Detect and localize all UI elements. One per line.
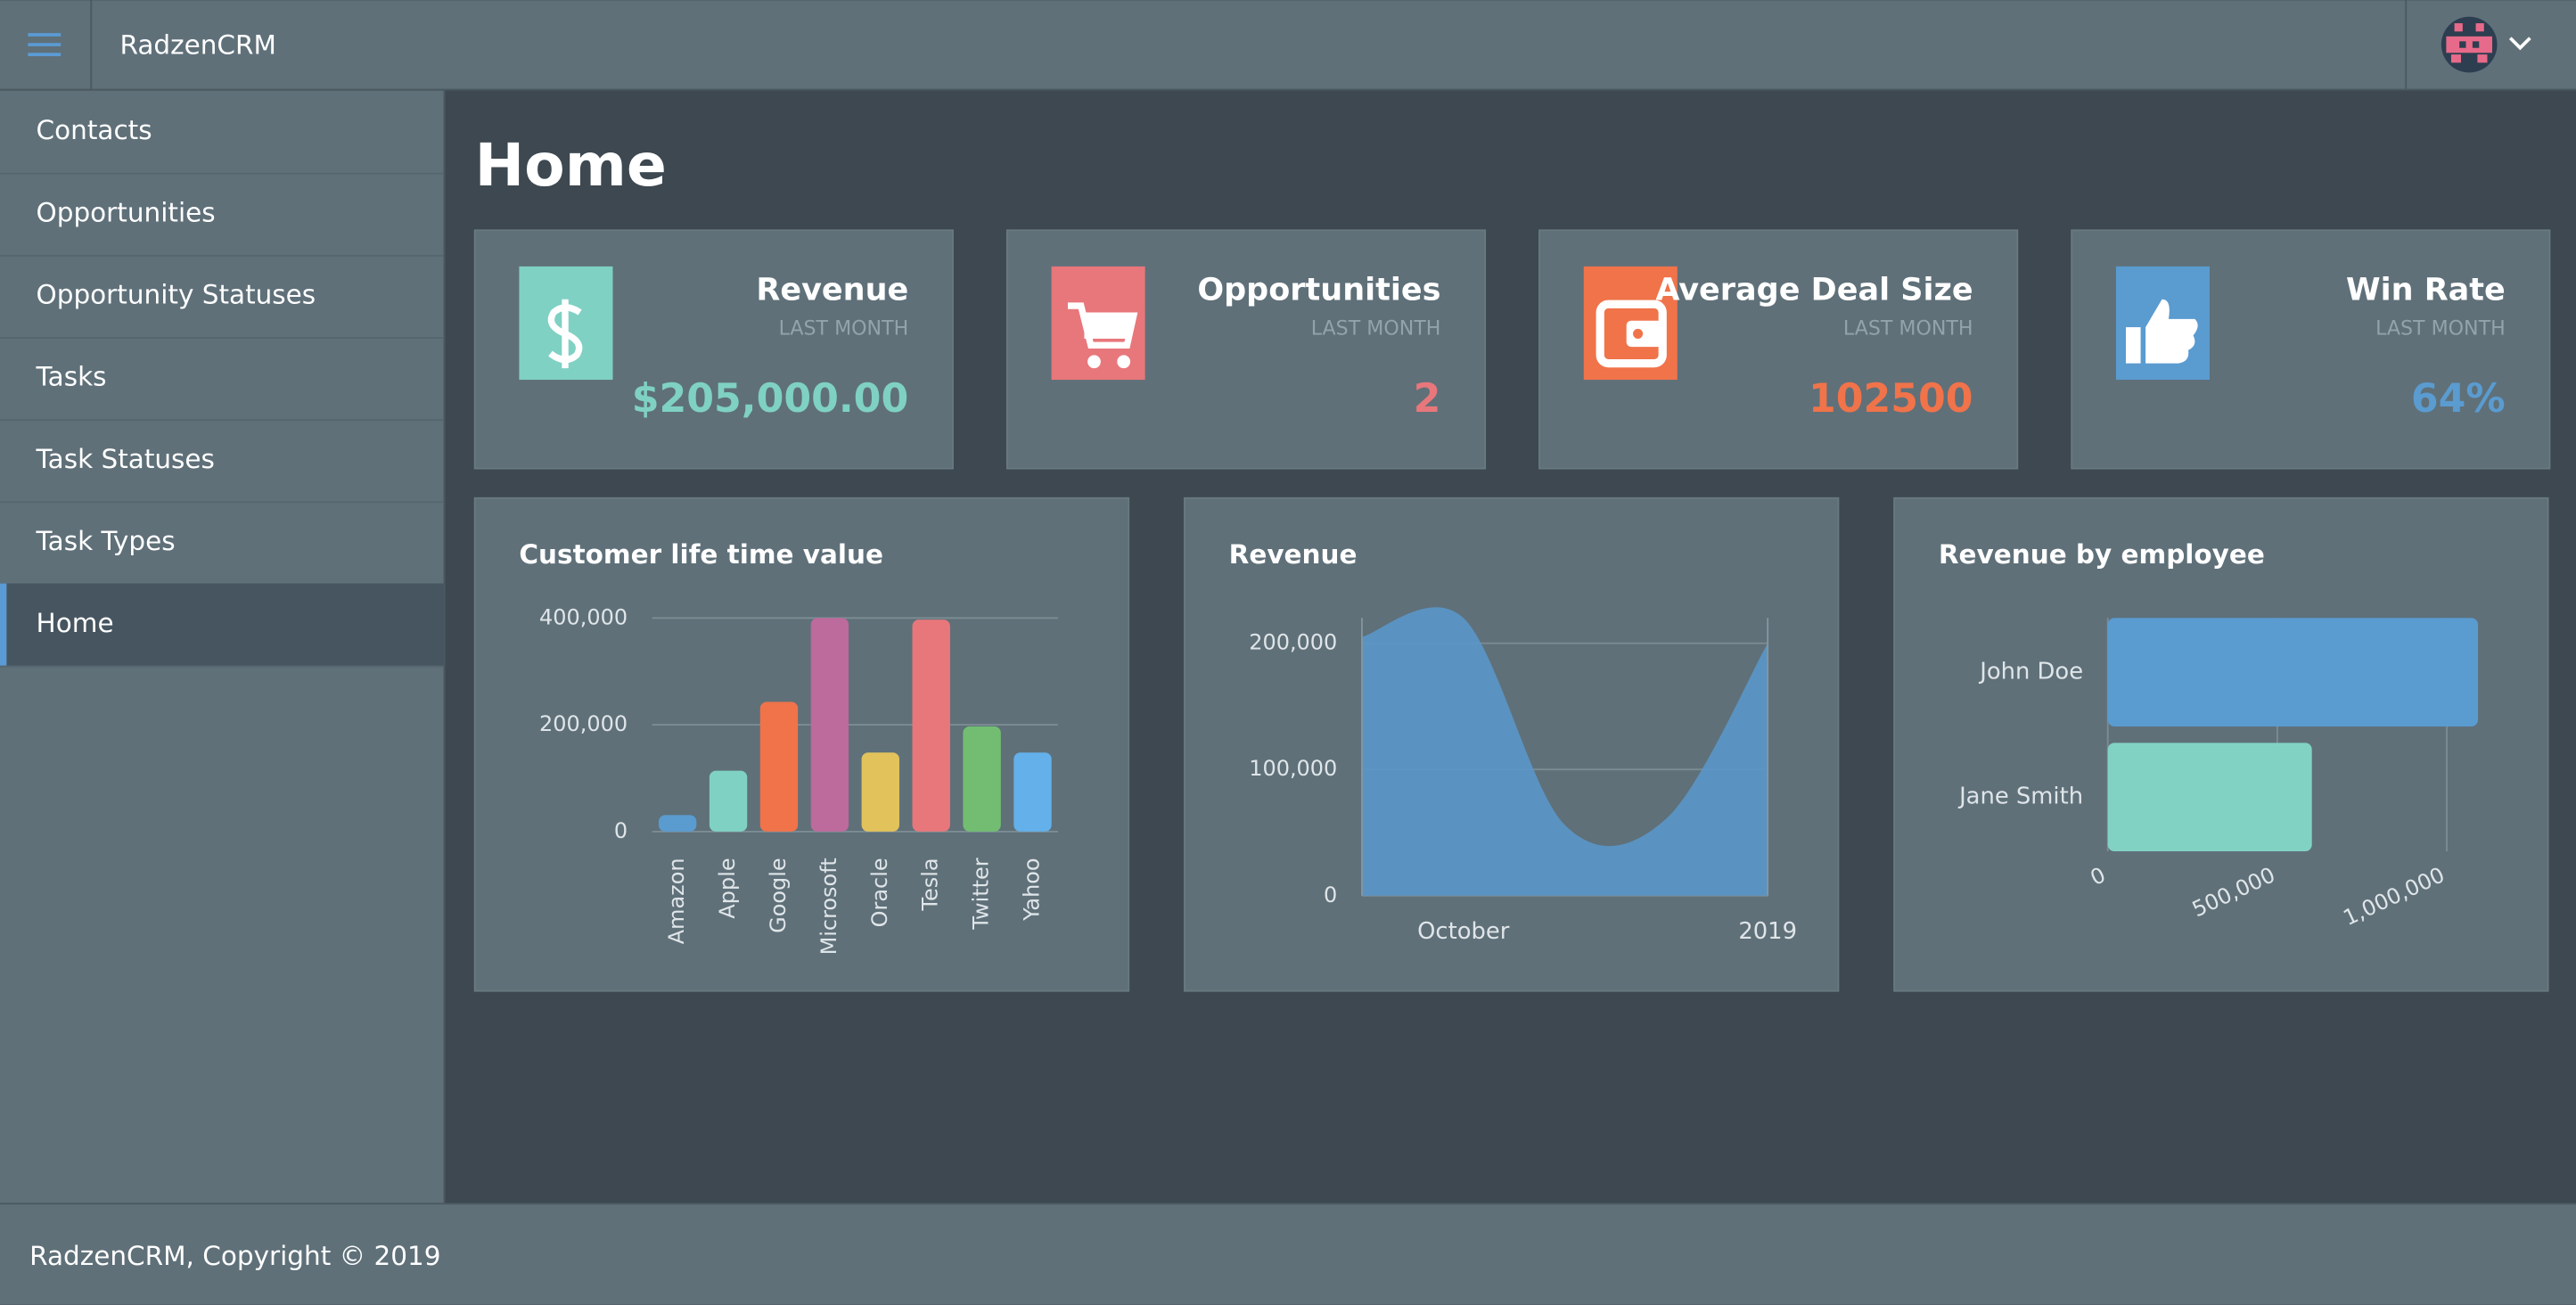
x-tick-label: Tesla [918,858,943,911]
y-tick-label: 0 [1324,882,1337,907]
area [1361,607,1768,896]
y-tick-label: 100,000 [1249,756,1337,781]
cards: Revenue LAST MONTH $205,000.00 Opportunitie… [473,229,2551,470]
bar [759,702,799,832]
icon-wallet [1633,328,1644,339]
bar [963,726,1001,832]
icon-cart [1084,316,1131,339]
bar [658,815,697,832]
icon-thumb [2125,327,2141,364]
x-tick-label: Yahoo [1020,858,1045,922]
card-subtitle: LAST MONTH [779,316,909,340]
menu-toggle[interactable] [28,33,62,56]
card-value: $205,000.00 [632,376,909,422]
nav-item[interactable]: Opportunities [37,197,216,227]
nav-item-active [0,583,444,666]
card-title: Revenue [756,273,908,308]
y-tick-label: 200,000 [1249,630,1337,655]
nav-item[interactable]: Task Statuses [36,444,215,474]
bar [912,620,950,832]
nav-item[interactable]: Contacts [37,115,152,145]
card-subtitle: LAST MONTH [1311,316,1441,340]
card-value: 64% [2411,376,2506,422]
bar [709,770,748,832]
card-title: Average Deal Size [1655,273,1973,308]
icon-dollar [547,299,583,369]
bar [1013,752,1052,832]
nav-item[interactable]: Opportunity Statuses [37,280,316,310]
y-tick-label: 0 [614,818,628,843]
footer-bar [0,1202,2576,1305]
card-subtitle: LAST MONTH [1843,316,1973,340]
y-tick-label: 400,000 [539,604,628,629]
icon-cart [1117,355,1131,369]
x-tick-label: Amazon [664,858,689,944]
y-tick-label: 200,000 [539,711,628,736]
footer-text: RadzenCRM, Copyright © 2019 [29,1241,440,1271]
y-tick-label: Jane Smith [1957,784,2083,810]
chart-panel [473,497,1130,992]
y-tick-label: John Doe [1978,659,2083,685]
icon-thumb [2145,299,2198,364]
bar [2107,743,2312,852]
active-indicator [0,583,7,666]
bar [861,752,899,832]
nav-item[interactable]: Tasks [36,362,107,392]
charts: Customer life time value 0 200,000 400,000 A… [473,497,2549,992]
nav-item[interactable]: Home [37,608,114,638]
card-title: Opportunities [1197,273,1440,308]
bar [2107,618,2479,726]
nav-item[interactable]: Task Types [36,526,176,556]
icon-wallet [1626,320,1663,348]
nav-menu: Contacts Opportunities Opportunity Statuse… [0,115,444,668]
chart-title: Revenue [1229,539,1358,570]
user-avatar[interactable] [2441,16,2531,73]
chart-title: Customer life time value [519,539,883,570]
bar [810,618,849,832]
x-tick-label: Google [766,858,791,932]
icon-cart [1087,355,1101,369]
card-title: Win Rate [2346,273,2506,308]
x-tick-label: 2019 [1738,918,1797,945]
x-tick-label: October [1417,918,1510,945]
chart-title: Revenue by employee [1939,539,2265,570]
x-tick-label: Microsoft [816,858,841,955]
page-title: Home [475,130,667,200]
header-bar [0,0,2576,89]
card-subtitle: LAST MONTH [2375,316,2506,340]
x-tick-label: Apple [715,858,740,918]
card-value: 102500 [1809,376,1973,422]
card-value: 2 [1414,376,1441,422]
x-tick-label: Oracle [867,858,892,927]
x-tick-label: Twitter [969,858,994,930]
brand[interactable]: RadzenCRM [120,29,276,60]
